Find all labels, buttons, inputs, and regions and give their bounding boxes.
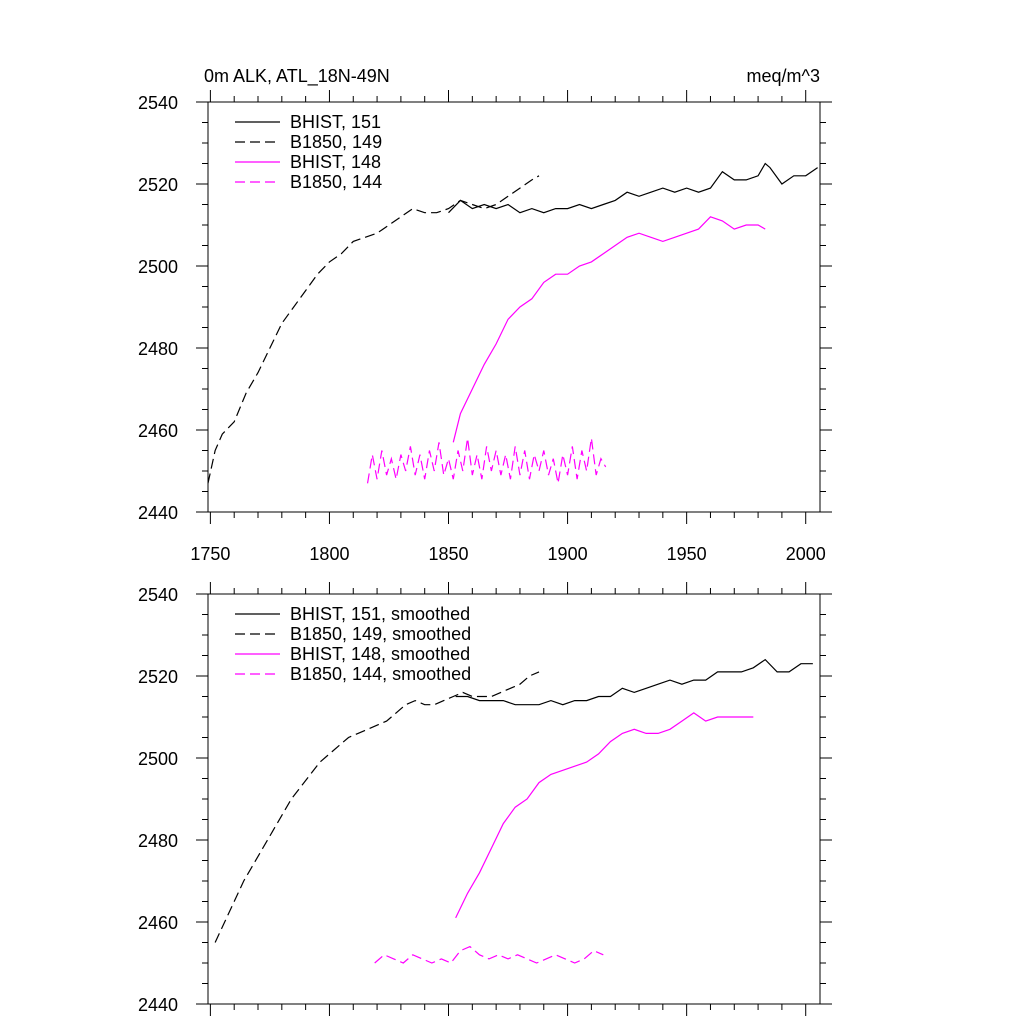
data-line — [448, 162, 818, 214]
x-tick-label: 1800 — [309, 544, 349, 564]
data-line — [207, 175, 540, 484]
x-tick-label: 2000 — [786, 544, 826, 564]
data-line — [452, 216, 766, 443]
y-tick-label: 2460 — [138, 913, 178, 933]
y-tick-label: 2480 — [138, 831, 178, 851]
x-tick-label: 1950 — [667, 544, 707, 564]
y-tick-label: 2540 — [138, 585, 178, 605]
data-line — [214, 671, 540, 943]
y-tick-label: 2500 — [138, 257, 178, 277]
y-tick-label: 2440 — [138, 503, 178, 523]
data-line — [366, 438, 607, 484]
y-tick-label: 2540 — [138, 93, 178, 113]
y-tick-label: 2520 — [138, 175, 178, 195]
y-tick-label: 2500 — [138, 749, 178, 769]
x-tick-label: 1850 — [428, 544, 468, 564]
legend-label: B1850, 144 — [290, 172, 382, 192]
legend-label: B1850, 149, smoothed — [290, 624, 471, 644]
y-tick-label: 2460 — [138, 421, 178, 441]
legend-label: BHIST, 151 — [290, 112, 381, 132]
y-tick-label: 2440 — [138, 995, 178, 1015]
legend-label: BHIST, 148 — [290, 152, 381, 172]
data-line — [455, 712, 754, 919]
x-tick-label: 1900 — [548, 544, 588, 564]
legend-label: BHIST, 148, smoothed — [290, 644, 470, 664]
y-tick-label: 2520 — [138, 667, 178, 687]
units-label: meq/m^3 — [747, 66, 820, 86]
legend-label: B1850, 144, smoothed — [290, 664, 471, 684]
data-line — [374, 945, 604, 964]
legend-label: BHIST, 151, smoothed — [290, 604, 470, 624]
x-tick-label: 1750 — [190, 544, 230, 564]
data-line — [455, 658, 813, 706]
chart-title: 0m ALK, ATL_18N-49N — [204, 66, 390, 87]
y-tick-label: 2480 — [138, 339, 178, 359]
legend-label: B1850, 149 — [290, 132, 382, 152]
